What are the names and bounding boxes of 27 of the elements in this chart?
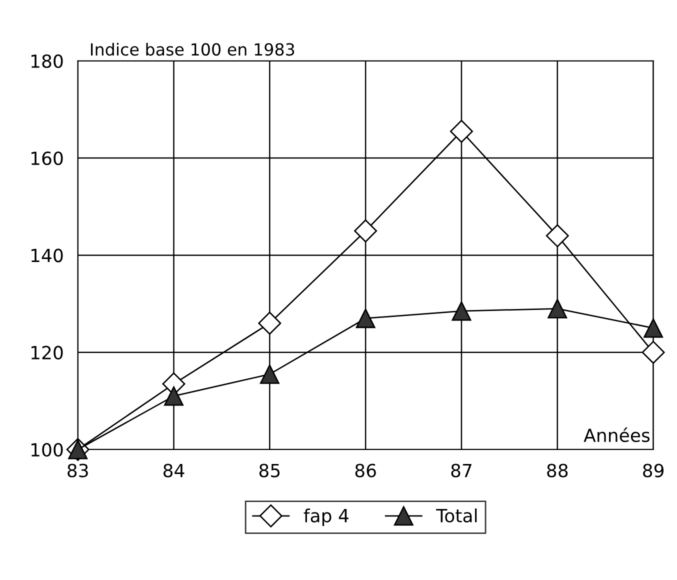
point — [260, 364, 280, 384]
y-tick-label: 180 — [31, 54, 63, 68]
legend-label: Total — [436, 508, 477, 522]
point — [354, 219, 378, 242]
y-tick-label: 160 — [31, 152, 63, 166]
x-tick-label: 89 — [643, 464, 664, 478]
x-tick-label: 86 — [355, 464, 376, 478]
x-tick-label: 85 — [259, 464, 280, 478]
x-tick-label: 88 — [547, 464, 568, 478]
x-axis-title: Années — [584, 427, 650, 442]
y-tick-label: 140 — [31, 248, 63, 262]
x-tick-label: 83 — [68, 464, 88, 478]
point — [644, 318, 664, 338]
point — [642, 340, 665, 364]
point — [356, 308, 376, 328]
legend-label: fap 4 — [304, 508, 348, 526]
point — [450, 120, 473, 143]
y-tick-label: 100 — [31, 442, 63, 457]
point — [548, 298, 568, 318]
point — [452, 301, 472, 321]
x-tick-label: 84 — [164, 464, 184, 478]
point — [258, 312, 282, 335]
point — [546, 224, 569, 248]
y-axis-title: Indice base 100 en 1983 — [91, 42, 294, 56]
point — [164, 386, 184, 406]
x-tick-label: 87 — [451, 464, 472, 478]
y-tick-label: 120 — [31, 346, 63, 360]
